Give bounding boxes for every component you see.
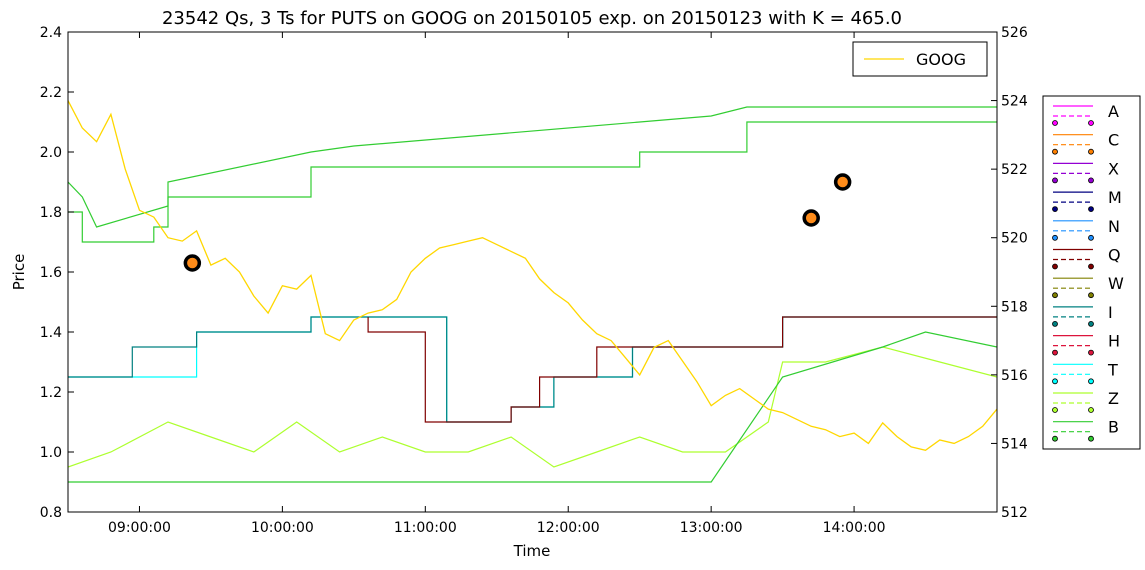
quote-series-line xyxy=(367,316,997,423)
y-left-tick-label: 1.6 xyxy=(40,265,62,281)
x-tick-label: 09:00:00 xyxy=(108,520,171,536)
quote-series-line xyxy=(68,316,997,423)
plot-area xyxy=(68,100,997,483)
legend-label: Q xyxy=(1108,246,1121,265)
y-right-tick-label: 518 xyxy=(1001,299,1028,315)
y-right-tick-label: 520 xyxy=(1001,231,1028,247)
legend-marker xyxy=(1088,407,1094,413)
trade-marker xyxy=(183,254,202,272)
legend-marker xyxy=(1088,292,1094,299)
legend-marker xyxy=(1052,234,1058,241)
y-left-tick-label: 2.0 xyxy=(40,145,62,161)
legend-label: X xyxy=(1108,159,1119,178)
legend-marker xyxy=(1088,177,1094,184)
legend-label: T xyxy=(1107,360,1118,379)
legend-label: C xyxy=(1108,131,1119,150)
y-left-tick-label: 0.8 xyxy=(40,505,62,521)
legend-marker xyxy=(1052,263,1058,270)
legend-marker xyxy=(1052,435,1058,442)
legend-marker xyxy=(1088,378,1094,385)
y-axis-label: Price xyxy=(10,254,28,291)
legend-marker xyxy=(1052,349,1058,356)
legend-marker xyxy=(1088,349,1094,356)
x-tick-label: 11:00:00 xyxy=(394,520,457,536)
y-left-tick-label: 1.4 xyxy=(40,325,62,341)
plot-frame xyxy=(67,31,998,513)
legend-label: Z xyxy=(1108,389,1119,408)
quote-series-line xyxy=(68,316,997,423)
quote-series-line xyxy=(68,346,997,468)
y-left-tick-label: 1.2 xyxy=(40,385,62,401)
legend-label: I xyxy=(1108,303,1113,322)
legend-marker xyxy=(1088,320,1094,327)
x-tick-label: 10:00:00 xyxy=(251,520,314,536)
y-right-tick-label: 516 xyxy=(1001,368,1028,384)
legend-marker xyxy=(1052,378,1058,385)
quote-series-line xyxy=(68,331,997,483)
legend-label: W xyxy=(1108,274,1124,293)
y-right-tick-label: 526 xyxy=(1001,25,1028,41)
y-right-tick-label: 524 xyxy=(1001,94,1028,110)
legend-label: M xyxy=(1108,188,1122,207)
legend-marker xyxy=(1052,320,1058,327)
axes: 09:00:00 10:00:00 11:00:00 12:00:00 13:00:00… xyxy=(40,25,1028,536)
legend-marker xyxy=(1052,120,1058,126)
x-tick-label: 12:00:00 xyxy=(537,520,600,536)
quote-series-line xyxy=(68,106,997,228)
chart-title: 23542 Qs, 3 Ts for PUTS on GOOG on 20150… xyxy=(162,8,902,29)
legend-marker xyxy=(1088,435,1094,442)
legend-label: A xyxy=(1108,102,1119,121)
y-right-tick-label: 512 xyxy=(1001,505,1028,521)
quote-series-line xyxy=(68,121,997,243)
legend-marker xyxy=(1052,407,1058,413)
trade-marker xyxy=(802,209,820,227)
legend-marker xyxy=(1088,148,1094,155)
legend-marker xyxy=(1088,234,1094,241)
legend-marker xyxy=(1088,120,1094,126)
legend-marker xyxy=(1052,206,1058,213)
y-left-tick-label: 2.2 xyxy=(40,85,62,101)
x-axis-label: Time xyxy=(513,542,551,560)
x-tick-label: 13:00:00 xyxy=(680,520,743,536)
legend-marker xyxy=(1052,148,1058,155)
legend-label: H xyxy=(1108,332,1120,351)
y-left-tick-label: 1.8 xyxy=(40,205,62,221)
y-right-tick-label: 514 xyxy=(1001,436,1028,452)
legend-goog: GOOG xyxy=(852,41,988,77)
y-left-tick-label: 2.4 xyxy=(40,25,62,41)
legend-marker xyxy=(1088,206,1094,213)
x-tick-label: 14:00:00 xyxy=(823,520,886,536)
legend-marker xyxy=(1088,263,1094,270)
legend-marker xyxy=(1052,292,1058,299)
goog-series-line xyxy=(68,100,997,452)
legend-goog-label: GOOG xyxy=(916,50,966,69)
trade-marker xyxy=(833,173,852,191)
legend-marker xyxy=(1052,177,1058,184)
legend-label: B xyxy=(1108,418,1119,437)
y-left-tick-label: 1.0 xyxy=(40,445,62,461)
legend-label: N xyxy=(1108,217,1120,236)
y-right-tick-label: 522 xyxy=(1001,162,1028,178)
